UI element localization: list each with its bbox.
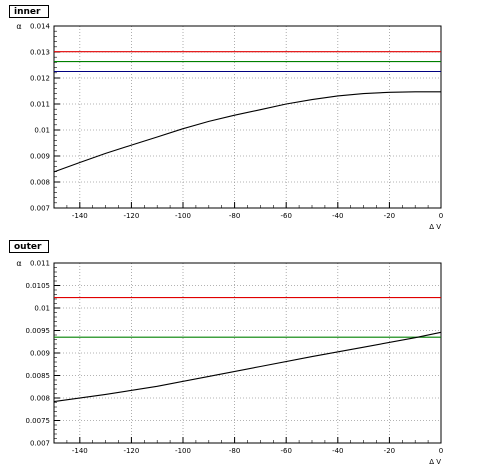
panel0-x-tick-label: -40 — [332, 212, 343, 220]
panel0-y-axis-label: α — [16, 22, 21, 31]
panel1-x-tick-label: -60 — [280, 447, 291, 455]
title-box-inner: inner — [9, 5, 49, 18]
panel1-x-tick-label: -140 — [72, 447, 88, 455]
panel1-y-tick-label: 0.009 — [30, 350, 50, 358]
panel1-y-axis-label: α — [16, 259, 21, 268]
panel0-y-tick-label: 0.014 — [30, 23, 51, 31]
panel1-x-tick-label: -20 — [384, 447, 395, 455]
panel0-y-tick-label: 0.01 — [34, 127, 50, 135]
panel1-x-tick-label: -120 — [123, 447, 139, 455]
panel1-y-tick-label: 0.01 — [34, 305, 50, 313]
panel0-y-tick-label: 0.009 — [30, 153, 50, 161]
panel1-plot-frame — [53, 262, 442, 444]
panel1-x-tick-label: 0 — [439, 447, 443, 455]
title-box-outer: outer — [9, 240, 49, 253]
panel0-y-tick-label: 0.011 — [30, 101, 50, 109]
panel1-y-tick-label: 0.0085 — [26, 372, 51, 380]
panel0-series-line-3 — [53, 91, 441, 173]
panel1-y-tick-label: 0.0105 — [26, 282, 51, 290]
panel1-y-tick-label: 0.011 — [30, 260, 50, 268]
panel1-y-tick-label: 0.007 — [30, 440, 50, 448]
panel0-x-tick-label: -140 — [72, 212, 88, 220]
panel0-y-tick-label: 0.013 — [30, 49, 50, 57]
panel1-x-axis-label: Δ V — [429, 458, 441, 466]
panel0-x-tick-label: -80 — [229, 212, 240, 220]
panel0-y-tick-label: 0.008 — [30, 179, 50, 187]
panel0-x-tick-label: -100 — [175, 212, 191, 220]
panel0-y-tick-label: 0.012 — [30, 75, 50, 83]
panel0-x-tick-label: 0 — [439, 212, 443, 220]
panel1-x-tick-label: -40 — [332, 447, 343, 455]
panel0-y-tick-label: 0.007 — [30, 205, 50, 213]
panel1-y-tick-label: 0.008 — [30, 395, 50, 403]
panel1-y-tick-label: 0.0075 — [26, 417, 51, 425]
panel1-x-tick-label: -100 — [175, 447, 191, 455]
panel0-x-tick-label: -60 — [280, 212, 291, 220]
panel0-x-axis-label: Δ V — [429, 223, 441, 231]
panel1-series-line-2 — [53, 331, 442, 403]
panel1-x-tick-label: -80 — [229, 447, 240, 455]
panel0-plot-frame — [53, 25, 442, 209]
panel1-y-tick-label: 0.0095 — [26, 327, 51, 335]
panel0-x-tick-label: -20 — [384, 212, 395, 220]
panel0-x-tick-label: -120 — [123, 212, 139, 220]
